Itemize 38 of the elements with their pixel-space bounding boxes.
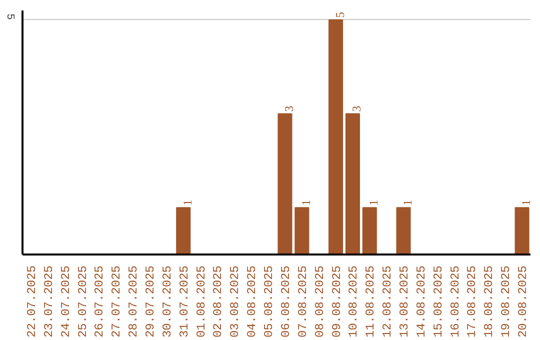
x-tick-label: 16.08.2025 (448, 265, 462, 338)
x-tick-label: 19.08.2025 (499, 265, 514, 338)
x-tick-label: 01.08.2025 (194, 265, 208, 338)
x-tick-label: 24.07.2025 (58, 265, 73, 338)
data-label: 3 (350, 106, 364, 112)
x-tick-label: 15.08.2025 (431, 265, 446, 338)
x-tick-label: 29.07.2025 (144, 265, 158, 338)
x-tick-label: 07.08.2025 (296, 265, 310, 338)
data-label: 1 (366, 200, 381, 206)
x-tick-label: 04.08.2025 (245, 265, 260, 338)
x-tick-label: 13.08.2025 (398, 265, 412, 338)
x-tick-label: 05.08.2025 (262, 265, 276, 338)
x-tick-label: 31.07.2025 (177, 265, 192, 338)
x-tick-label: 18.08.2025 (482, 265, 496, 338)
x-tick-label: 25.07.2025 (76, 265, 90, 338)
x-tick-label: 17.08.2025 (465, 265, 480, 338)
x-tick-label: 02.08.2025 (211, 265, 226, 338)
data-label: 1 (519, 200, 534, 206)
x-tick-label: 11.08.2025 (364, 265, 378, 338)
x-tick-label: 22.07.2025 (24, 265, 39, 338)
x-tick-label: 27.07.2025 (110, 265, 124, 338)
x-tick-label: 03.08.2025 (228, 265, 242, 338)
x-tick-label: 26.07.2025 (92, 265, 107, 338)
x-tick-label: 30.07.2025 (160, 265, 174, 338)
x-tick-label: 09.08.2025 (330, 265, 344, 338)
x-tick-label: 14.08.2025 (414, 265, 428, 338)
data-label: 3 (282, 106, 296, 112)
x-tick-label: 10.08.2025 (346, 265, 361, 338)
data-label: 1 (298, 200, 313, 206)
x-tick-label: 08.08.2025 (312, 265, 327, 338)
x-tick-label: 06.08.2025 (278, 265, 293, 338)
x-tick-label: 23.07.2025 (42, 265, 56, 338)
x-tick-label: 20.08.2025 (516, 265, 530, 338)
x-tick-label: 12.08.2025 (380, 265, 395, 338)
data-label: 5 (332, 12, 347, 18)
data-label: 1 (400, 200, 414, 206)
x-tick-label: 28.07.2025 (126, 265, 141, 338)
data-label: 1 (180, 200, 194, 206)
